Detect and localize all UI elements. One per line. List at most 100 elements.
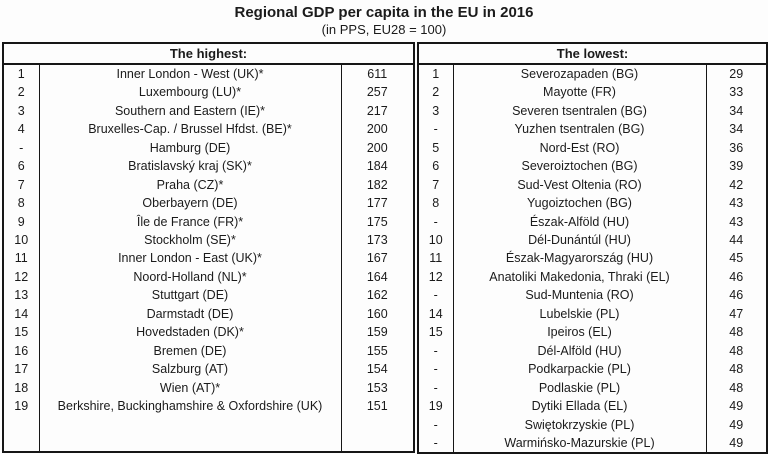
table-row: 12 Noord-Holland (NL)* 164 [3,267,415,287]
table-row: - Dél-Alföld (HU) 48 [418,341,768,361]
table-row: - Észak-Alföld (HU) 43 [418,212,768,231]
region-cell: Warmińsko-Mazurskie (PL) [504,435,655,450]
rank-cell: - [418,360,454,379]
region-cell: Inner London - West (UK)* [116,67,264,81]
rank-cell: 4 [3,119,40,139]
value-cell: 182 [340,175,415,194]
rank-cell: 11 [3,249,40,268]
value-cell [340,433,415,453]
table-row: 1 Severozapaden (BG) 29 [418,64,768,83]
table-row: 6 Severoiztochen (BG) 39 [418,156,768,176]
rank-cell: - [418,415,454,434]
value-cell: 200 [340,119,415,139]
region-cell: Oberbayern (DE) [142,196,238,211]
rank-cell: 7 [418,175,454,194]
region-cell: Noord-Holland (NL)* [133,269,247,284]
table-row: 8 Oberbayern (DE) 177 [3,193,415,213]
rank-cell: 18 [3,378,40,397]
rank-cell: 8 [3,193,40,213]
table-row [3,415,415,434]
value-cell: 151 [340,396,415,416]
region-cell: Észak-Alföld (HU) [529,214,630,229]
table-row: 19 Berkshire, Buckinghamshire & Oxfordshi… [3,396,415,416]
region-cell: Podlaskie (PL) [538,380,621,395]
table-row: - Hamburg (DE) 200 [3,138,415,157]
region-cell: Severozapaden (BG) [520,67,639,81]
rank-cell: 19 [3,396,40,416]
region-cell: Swiętokrzyskie (PL) [524,417,635,432]
region-cell: Hamburg (DE) [149,140,231,155]
rank-cell: 17 [3,360,40,379]
highest-header-row: The highest: [3,43,415,65]
rank-cell: 12 [3,267,40,287]
value-cell: 257 [340,83,415,102]
value-cell: 49 [705,415,768,434]
table-row: - Sud-Muntenia (RO) 46 [418,286,768,305]
table-row: 15 Hovedstaden (DK)* 159 [3,323,415,342]
rank-cell: - [418,286,454,305]
value-cell: 48 [705,323,768,342]
value-cell: 34 [705,119,768,139]
rank-cell: 3 [418,101,454,120]
table-row: 2 Mayotte (FR) 33 [418,83,768,102]
table-row: 11 Észak-Magyarország (HU) 45 [418,249,768,268]
table-row: 10 Dél-Dunántúl (HU) 44 [418,230,768,250]
region-cell: Lubelskie (PL) [539,306,620,321]
region-cell: Stockholm (SE)* [144,232,236,247]
rank-cell: 13 [3,286,40,305]
table-row: 7 Sud-Vest Oltenia (RO) 42 [418,175,768,194]
value-cell: 34 [705,101,768,120]
value-cell: 160 [340,304,415,324]
table-row: 15 Ipeiros (EL) 48 [418,323,768,342]
rank-cell: 2 [418,83,454,102]
rank-cell: 9 [3,212,40,231]
region-cell: Sud-Muntenia (RO) [525,288,634,303]
table-row: 6 Bratislavský kraj (SK)* 184 [3,156,415,176]
highest-table-body: 1 Inner London - West (UK)* 611 2 Luxembourg… [3,64,415,453]
value-cell: 200 [340,138,415,157]
region-cell: Severen tsentralen (BG) [512,103,647,118]
region-cell: Észak-Magyarország (HU) [505,251,654,266]
region-cell: Severoiztochen (BG) [521,159,638,174]
region-cell: Southern and Eastern (IE)* [114,103,266,118]
table-row: - Yuzhen tsentralen (BG) 34 [418,119,768,139]
value-cell: 49 [705,396,768,416]
table-row: 11 Inner London - East (UK)* 167 [3,249,415,268]
highest-header: The highest: [3,43,415,65]
region-cell: Berkshire, Buckinghamshire & Oxfordshire… [57,399,323,414]
rank-cell: 10 [418,230,454,250]
region-cell: Hovedstaden (DK)* [136,325,244,340]
table-row: 17 Salzburg (AT) 154 [3,360,415,379]
rank-cell [3,433,40,453]
table-row: 9 Île de France (FR)* 175 [3,212,415,231]
rank-cell: 8 [418,193,454,213]
rank-cell: 15 [418,323,454,342]
value-cell: 162 [340,286,415,305]
value-cell: 167 [340,249,415,268]
rank-cell: 6 [418,156,454,176]
rank-cell: - [418,378,454,397]
table-row: 7 Praha (CZ)* 182 [3,175,415,194]
page-subtitle: (in PPS, EU28 = 100) [321,22,447,37]
table-row: 3 Severen tsentralen (BG) 34 [418,101,768,120]
rank-cell: 1 [418,64,454,83]
region-cell: Bremen (DE) [153,343,227,358]
rank-cell: - [418,433,454,453]
value-cell: 46 [705,267,768,287]
value-cell: 48 [705,341,768,361]
value-cell [340,415,415,434]
region-cell [39,415,341,433]
region-cell: Dytiki Ellada (EL) [531,399,628,414]
table-row: 3 Southern and Eastern (IE)* 217 [3,101,415,120]
rank-cell [3,415,40,434]
rank-cell: 7 [3,175,40,194]
rank-cell: 10 [3,230,40,250]
region-cell: Dél-Dunántúl (HU) [528,232,631,247]
value-cell: 44 [705,230,768,250]
lowest-header: The lowest: [418,43,768,65]
value-cell: 33 [705,83,768,102]
region-cell: Sud-Vest Oltenia (RO) [517,177,642,192]
table-row: - Swiętokrzyskie (PL) 49 [418,415,768,434]
rank-cell: 16 [3,341,40,361]
